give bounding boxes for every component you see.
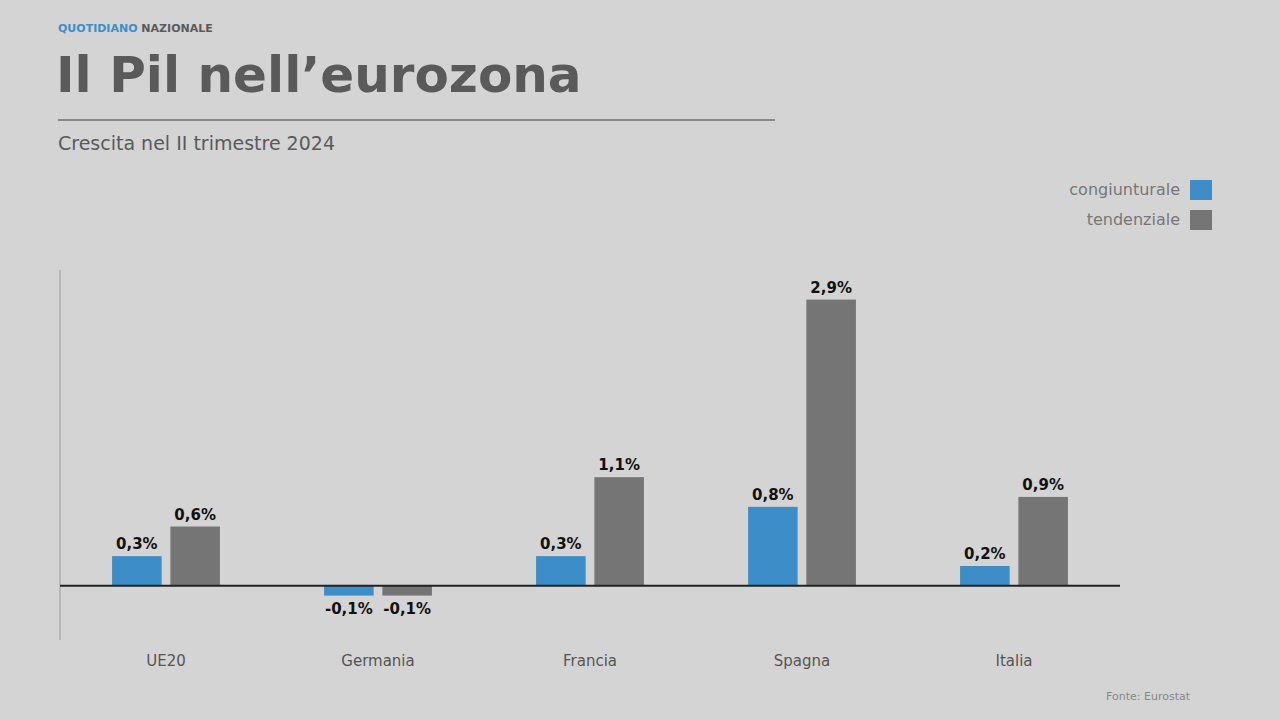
data-label: 0,2% xyxy=(964,545,1006,563)
bars xyxy=(112,300,1068,596)
category-label: UE20 xyxy=(146,652,186,670)
data-label: 0,3% xyxy=(540,535,582,553)
source: Fonte: Eurostat xyxy=(1106,690,1191,703)
bar xyxy=(1018,497,1068,586)
legend-label: congiunturale xyxy=(1069,180,1180,199)
legend-label: tendenziale xyxy=(1087,210,1180,229)
bar xyxy=(594,477,644,586)
bar xyxy=(536,556,586,586)
header-word: NAZIONALE xyxy=(138,22,213,35)
category-label: Germania xyxy=(341,652,414,670)
background xyxy=(0,0,1280,720)
data-label: 0,3% xyxy=(116,535,158,553)
category-label: Italia xyxy=(995,652,1032,670)
data-label: 0,8% xyxy=(752,486,794,504)
title-rule xyxy=(58,119,775,121)
legend-swatch xyxy=(1190,180,1212,200)
category-label: Spagna xyxy=(774,652,830,670)
data-label: 0,6% xyxy=(174,506,216,524)
legend-swatch xyxy=(1190,210,1212,230)
category-label: Francia xyxy=(563,652,617,670)
header-word: QUOTIDIANO xyxy=(58,22,138,35)
bar xyxy=(748,507,798,586)
data-label: 0,9% xyxy=(1022,476,1064,494)
baseline xyxy=(60,585,1120,587)
bar xyxy=(806,300,856,586)
bar xyxy=(960,566,1010,586)
bar xyxy=(382,586,432,596)
title: Il Pil nell’eurozona xyxy=(56,46,582,104)
data-label: -0,1% xyxy=(383,600,431,618)
y-axis-line xyxy=(60,270,61,640)
bar xyxy=(170,527,220,586)
data-label: 1,1% xyxy=(598,456,640,474)
data-label: 2,9% xyxy=(810,279,852,297)
data-labels: 0,3% 0,6% -0,1% -0,1% 0,3% 1,1% 0,8% 2,9% 0,2% 0,… xyxy=(116,279,1064,618)
chart-svg: QUOTIDIANO NAZIONALE Il Pil nell’eurozona… xyxy=(0,0,1280,720)
data-label: -0,1% xyxy=(325,600,373,618)
chart-container: QUOTIDIANO NAZIONALE Il Pil nell’eurozona… xyxy=(0,0,1280,720)
header: QUOTIDIANO NAZIONALE xyxy=(58,22,213,35)
legend: congiunturale tendenziale xyxy=(1069,180,1212,230)
subtitle: Crescita nel II trimestre 2024 xyxy=(58,132,335,154)
bar xyxy=(112,556,162,586)
bar xyxy=(324,586,374,596)
